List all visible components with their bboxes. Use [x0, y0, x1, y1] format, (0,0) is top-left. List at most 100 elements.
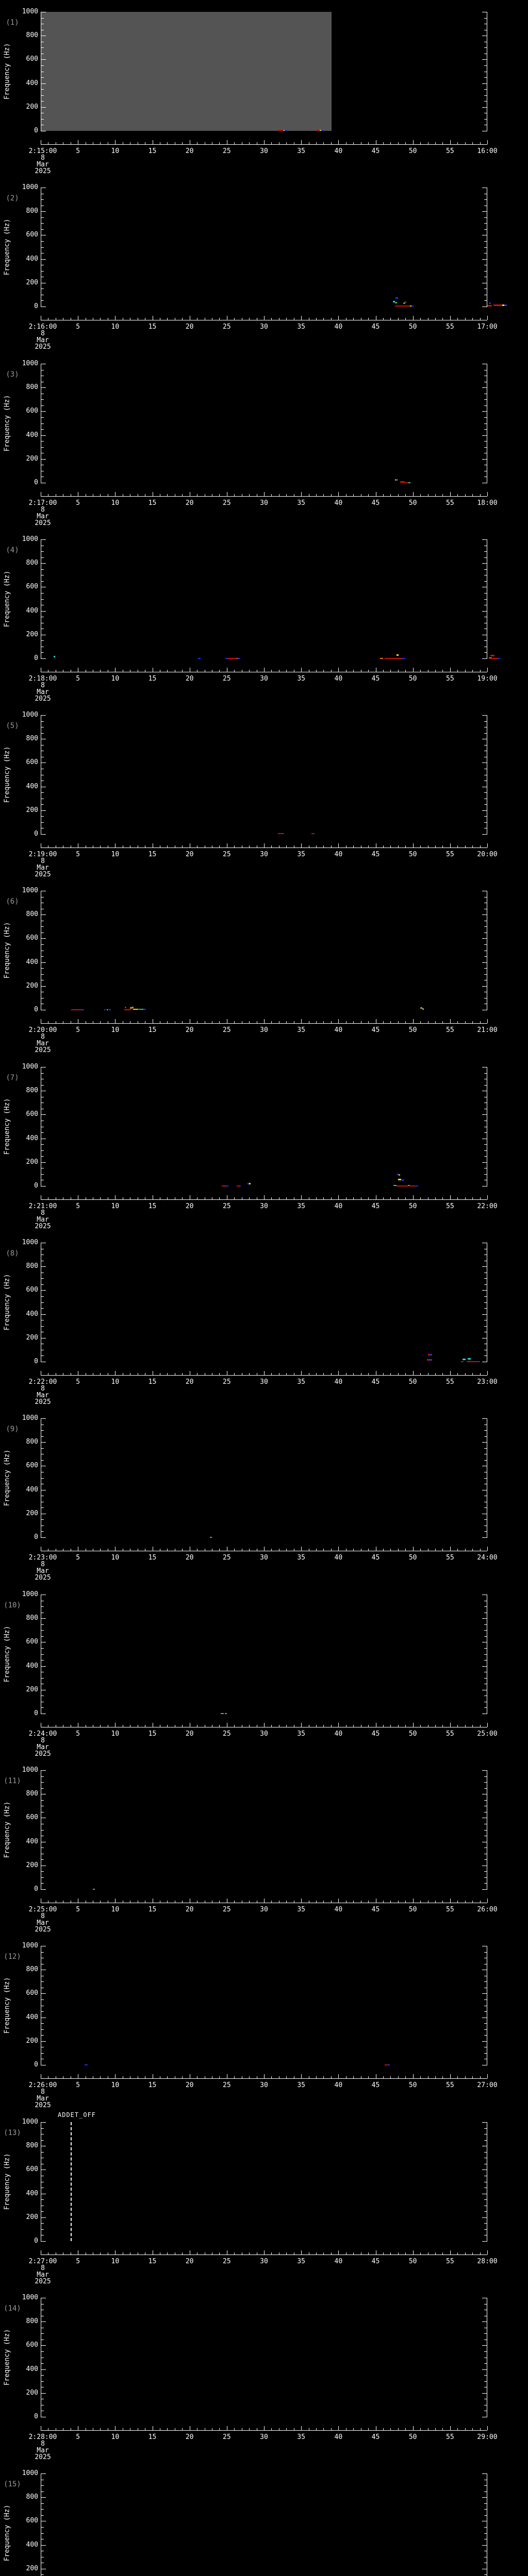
time-axis-tick — [234, 1549, 235, 1551]
date-line-label: 2025 — [35, 1750, 51, 1758]
y-axis-tick — [484, 423, 487, 424]
date-line-label: 8 — [41, 2264, 45, 2272]
time-axis-tick — [457, 1373, 458, 1375]
time-axis-tick — [234, 1725, 235, 1727]
time-axis-tick — [420, 494, 421, 496]
date-line-label: 2025 — [35, 1574, 51, 1582]
time-tick-label: 5 — [76, 851, 80, 858]
time-tick-label: 20 — [185, 147, 194, 155]
time-axis-tick — [316, 670, 317, 672]
time-tick-label: 35 — [297, 1026, 305, 1034]
spectrogram-panel: (5) Frequency (Hz) 0 200 400 600 800 1000 5 10 15 2… — [0, 703, 528, 879]
y-axis-tick — [41, 83, 46, 84]
time-axis-tick — [167, 670, 168, 672]
y-axis-tick — [41, 2199, 44, 2200]
time-axis-tick — [465, 2252, 466, 2255]
y-axis-tick — [484, 217, 487, 218]
time-axis-tick — [100, 1373, 101, 1375]
time-axis-tick — [271, 1549, 272, 1551]
y-axis-tick — [482, 1770, 487, 1771]
spectrogram-panel: (1) Frequency (Hz) 0 200 400 600 800 1000 5 10 15 2… — [0, 0, 528, 176]
time-axis-tick — [316, 1197, 317, 1199]
event-mark — [137, 1009, 142, 1010]
time-axis-tick — [457, 1725, 458, 1727]
time-tick-label: 45 — [371, 1026, 380, 1034]
y-axis-tick — [41, 1877, 44, 1878]
time-axis-tick — [465, 1373, 466, 1375]
time-axis-tick — [323, 1373, 324, 1375]
y-axis-tick — [484, 1284, 487, 1285]
event-mark — [427, 1359, 430, 1361]
time-tick-label: 25 — [223, 1202, 231, 1210]
time-axis-tick — [115, 2074, 116, 2078]
time-tick-label: 25 — [223, 147, 231, 155]
time-axis-tick — [435, 845, 436, 848]
time-axis-tick — [338, 843, 339, 848]
date-line-label: Mar — [37, 161, 49, 168]
y-axis-tick — [484, 1073, 487, 1074]
start-time-label: 2:17:00 — [28, 499, 57, 507]
y-axis-tick-label: 0 — [34, 1533, 38, 1541]
time-axis-tick — [472, 670, 473, 672]
event-mark — [398, 1179, 401, 1181]
y-axis-tick — [41, 962, 46, 963]
event-mark — [278, 129, 284, 131]
time-axis-tick — [316, 494, 317, 496]
time-axis-tick — [420, 318, 421, 320]
time-tick-label: 35 — [297, 147, 305, 155]
time-axis-tick — [286, 1549, 287, 1551]
time-axis-tick — [472, 2252, 473, 2255]
time-axis-tick — [412, 668, 414, 672]
time-axis-tick — [487, 316, 488, 320]
y-axis-tick — [482, 2497, 487, 2498]
time-tick-label: 40 — [334, 2258, 343, 2265]
time-tick-label: 15 — [148, 1730, 157, 1738]
time-tick-label: 5 — [76, 675, 80, 683]
y-axis-tick-label: 600 — [26, 934, 38, 942]
event-mark — [311, 833, 315, 835]
time-tick-label: 55 — [446, 2258, 454, 2265]
y-axis-tick — [41, 974, 44, 975]
time-axis-tick — [249, 494, 250, 496]
time-tick-label: 10 — [111, 2081, 120, 2089]
y-axis-tick-label: 200 — [26, 454, 38, 463]
y-axis-tick — [484, 592, 487, 594]
y-axis-tick — [41, 1448, 44, 1449]
time-axis-tick — [390, 2076, 391, 2078]
y-axis-tick — [482, 986, 487, 987]
y-axis-tick — [484, 1859, 487, 1860]
y-axis-tick — [484, 804, 487, 805]
time-axis-tick — [420, 2428, 421, 2430]
event-mark — [404, 482, 408, 483]
time-axis-tick — [412, 2250, 414, 2255]
event-mark — [404, 301, 406, 303]
y-axis-tick — [484, 18, 487, 19]
y-axis-tick — [41, 652, 44, 653]
y-axis-tick — [41, 1829, 44, 1831]
y-axis-tick — [41, 2041, 46, 2042]
y-axis-tick — [41, 270, 44, 272]
time-axis-tick — [301, 1899, 302, 1903]
y-axis-tick — [484, 1981, 487, 1982]
time-axis-tick — [100, 1901, 101, 1903]
y-axis-tick-label: 800 — [26, 735, 38, 743]
time-axis-tick — [442, 845, 443, 848]
time-axis — [41, 144, 487, 145]
y-axis-tick — [482, 1266, 487, 1267]
time-tick-label: 35 — [297, 2433, 305, 2441]
y-axis-title: Frequency (Hz) — [3, 43, 11, 100]
y-axis-tick-label: 200 — [26, 630, 38, 638]
time-axis-tick — [405, 2076, 406, 2078]
start-time-label: 2:16:00 — [28, 323, 57, 331]
y-axis-tick — [482, 1618, 487, 1619]
start-time-label: 2:26:00 — [28, 2081, 57, 2089]
time-axis-tick — [182, 1197, 183, 1199]
time-tick-label: 20 — [185, 1026, 194, 1034]
y-axis-tick — [484, 447, 487, 448]
time-axis-tick — [368, 670, 369, 672]
event-mark — [395, 297, 398, 299]
y-axis-tick — [482, 2321, 487, 2323]
time-tick-label: 40 — [334, 1202, 343, 1210]
time-tick-label: 5 — [76, 2258, 80, 2265]
time-axis-tick — [182, 670, 183, 672]
